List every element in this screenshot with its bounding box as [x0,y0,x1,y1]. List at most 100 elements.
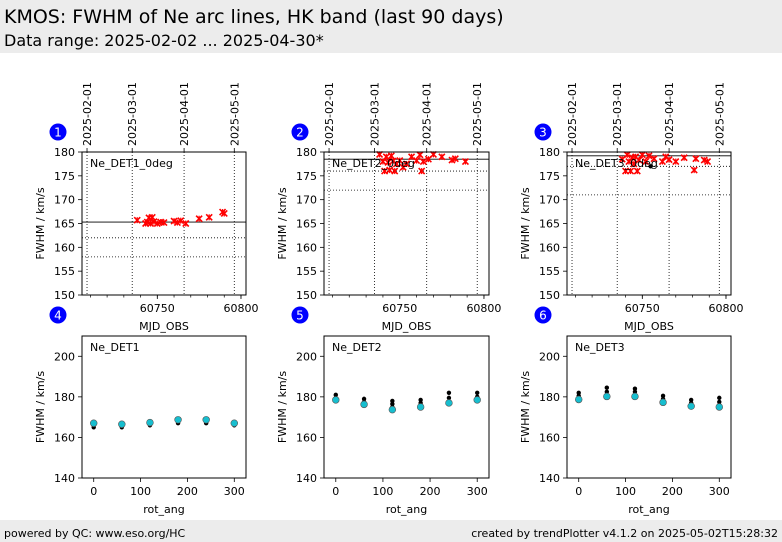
page-title: KMOS: FWHM of Ne arc lines, HK band (las… [4,6,504,28]
y-tick-label: 160 [539,431,560,444]
panel-1: 2025-02-01 2025-03-01 2025-04-01 2025-05-01… [34,82,258,333]
data-point [413,157,421,165]
header-bar [0,0,782,53]
data-point [361,396,367,402]
plots-canvas: 2025-02-01 2025-03-01 2025-04-01 2025-05-01… [34,82,743,516]
y-axis-label: FWHM / km/s [276,371,289,443]
y-tick-label: 175 [539,170,560,183]
x-tick-label: 100 [615,485,636,498]
panel-badge-number: 1 [54,126,62,140]
mean-point [174,416,182,424]
date-tick-label: 2025-04-01 [421,82,434,146]
data-point [475,390,480,395]
data-point [133,216,141,224]
plot-frame [566,335,732,479]
date-tick-label: 2025-02-01 [81,82,94,146]
data-point [680,154,688,162]
data-point [147,219,155,228]
mean-point [687,402,695,410]
plot-frame [323,151,490,296]
data-point [604,385,610,390]
data-point [632,386,638,391]
date-tick-label: 2025-02-01 [566,82,579,146]
date-tick-label: 2025-05-01 [228,82,241,146]
data-point [150,218,158,226]
x-tick-label: 300 [709,485,730,498]
data-point [717,395,722,401]
x-tick-label: 100 [372,485,393,498]
panel-badge [534,306,552,324]
data-point [390,398,395,404]
date-tick-label: 2025-04-01 [663,82,676,146]
y-tick-label: 140 [296,472,317,485]
data-point [623,151,631,159]
plot-frame [323,335,490,479]
y-axis-label: FWHM / km/s [34,371,47,443]
plot-frame [81,151,247,296]
data-point [205,213,213,221]
y-axis-label: FWHM / km/s [276,187,289,259]
panel-badge [291,306,309,324]
x-tick-label: 60800 [466,302,501,315]
panel-badge-number: 6 [539,309,547,323]
y-tick-label: 200 [539,350,560,363]
y-tick-label: 155 [539,265,560,278]
y-tick-label: 150 [296,289,317,302]
y-tick-label: 200 [296,350,317,363]
y-tick-label: 170 [539,194,560,207]
x-tick-label: 60750 [140,302,175,315]
data-point [416,151,424,159]
y-tick-label: 170 [296,194,317,207]
data-point [633,167,641,175]
data-point [648,164,653,169]
y-tick-label: 160 [296,431,317,444]
data-point [660,393,666,399]
data-point [418,397,423,403]
panel-badge-number: 2 [296,126,304,140]
x-axis-label: MJD_OBS [139,320,189,333]
plot-frame [566,151,732,296]
data-point [384,158,392,167]
panel-label: Ne_DET2_0deg [332,157,415,170]
date-tick-label: 2025-04-01 [178,82,191,146]
data-point [451,155,459,163]
x-axis-label: rot_ang [143,503,185,516]
data-point [627,167,635,175]
y-tick-label: 160 [296,241,317,254]
data-range-subtitle: Data range: 2025-02-02 ... 2025-04-30* [4,31,324,50]
data-point [418,167,426,175]
y-tick-label: 165 [54,218,75,231]
data-point [402,160,411,168]
panel-5: 140 160 180 200 0 100 200 300 rot_ang FWHM / km/s… [276,306,490,516]
mean-point [603,392,611,401]
y-tick-label: 165 [296,218,317,231]
x-tick-label: 0 [332,485,339,498]
data-point [333,392,338,398]
data-point [690,166,698,174]
x-axis-label: rot_ang [628,503,670,516]
x-tick-label: 200 [177,485,198,498]
data-point [446,395,452,401]
y-tick-label: 160 [539,241,560,254]
y-tick-label: 180 [539,146,560,159]
panel-label: Ne_DET3_0deg [575,157,658,170]
mean-point [473,396,481,404]
panel-4: 140 160 180 200 0 100 200 300 rot_ang FWHM / km/s… [34,306,247,516]
data-point [160,218,168,227]
mean-point [445,399,453,407]
mean-point [575,395,583,404]
data-point [638,151,646,159]
y-tick-label: 155 [296,265,317,278]
panel-badge [291,123,309,141]
y-tick-label: 150 [54,289,75,302]
data-point [632,389,638,394]
data-point [688,397,694,403]
y-tick-label: 150 [539,289,560,302]
data-point [173,218,181,227]
x-tick-label: 100 [130,485,151,498]
data-point [604,389,610,394]
x-tick-label: 200 [420,485,441,498]
x-tick-label: 60800 [223,302,258,315]
panel-3: 2025-02-01 2025-03-01 2025-04-01 2025-05-01… [519,82,743,333]
panel-badge [49,306,67,324]
